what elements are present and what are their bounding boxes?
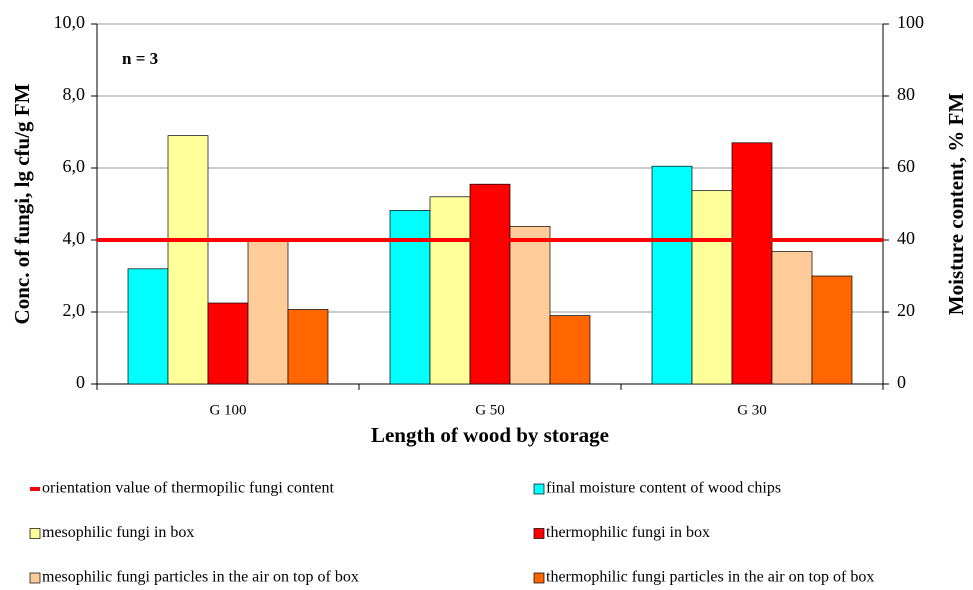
y2-tick-label: 40	[897, 228, 915, 248]
legend-marker	[29, 528, 41, 539]
bar	[469, 183, 511, 385]
y2-tick-label: 60	[897, 156, 915, 176]
x-tick-label: G 30	[737, 402, 767, 418]
legend-marker	[29, 572, 41, 584]
bar	[691, 190, 733, 385]
legend-label: thermophilic fungi in box	[546, 524, 710, 541]
y2-tick-label: 80	[897, 84, 915, 104]
bar	[287, 309, 329, 385]
bar	[429, 196, 471, 385]
bar	[731, 142, 773, 385]
x-tick-label: G 50	[475, 402, 505, 418]
y-tick-label: 0	[76, 372, 85, 392]
y2-tick-label: 100	[897, 12, 924, 32]
bar	[127, 268, 169, 385]
x-axis-title: Length of wood by storage	[371, 423, 609, 447]
legend-label: final moisture content of wood chips	[546, 480, 781, 497]
legend-label: thermophilic fungi particles in the air …	[546, 569, 874, 586]
y-tick-label: 2,0	[63, 300, 86, 320]
legend-label: mesophilic fungi particles in the air on…	[42, 569, 359, 586]
y2-tick-label: 0	[897, 372, 906, 392]
y-tick-label: 8,0	[63, 84, 86, 104]
y2-axis-title: Moisture content, % FM	[944, 93, 968, 316]
legend-marker	[533, 483, 545, 495]
y2-tick-label: 20	[897, 300, 915, 320]
bar	[651, 165, 693, 385]
y-tick-label: 10,0	[54, 12, 86, 32]
bar	[389, 210, 431, 385]
bar	[771, 251, 813, 385]
legend-label: orientation value of thermopilic fungi c…	[42, 480, 334, 497]
y-tick-label: 4,0	[63, 228, 86, 248]
bar	[167, 135, 209, 385]
bar	[811, 275, 853, 385]
x-tick-label: G 100	[209, 402, 246, 418]
y-tick-label: 6,0	[63, 156, 86, 176]
legend-label: mesophilic fungi in box	[42, 524, 194, 541]
bar	[509, 225, 551, 385]
legend-marker	[533, 572, 545, 584]
bar	[549, 315, 591, 385]
y-axis-title: Conc. of fungi, lg cfu/g FM	[10, 83, 34, 324]
annotation: n = 3	[122, 49, 158, 68]
legend-marker	[533, 528, 545, 539]
bar	[207, 302, 249, 385]
bar	[247, 239, 289, 385]
